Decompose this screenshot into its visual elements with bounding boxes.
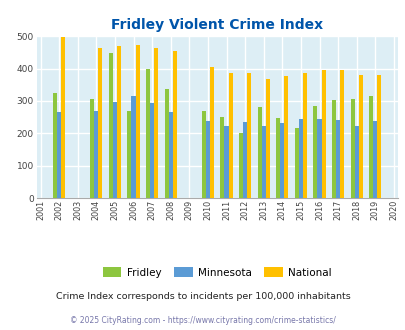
Bar [302, 74, 306, 198]
Bar [294, 128, 298, 198]
Title: Fridley Violent Crime Index: Fridley Violent Crime Index [111, 18, 322, 32]
Bar [376, 75, 381, 198]
Bar [127, 111, 131, 198]
Bar [90, 99, 94, 198]
Bar [321, 70, 325, 198]
Bar [358, 75, 362, 198]
Bar [164, 89, 168, 198]
Bar [94, 111, 98, 198]
Bar [239, 133, 243, 198]
Bar [53, 93, 57, 198]
Bar [335, 120, 339, 198]
Bar [113, 102, 117, 198]
Bar [331, 100, 335, 198]
Bar [168, 112, 173, 198]
Bar [61, 37, 65, 198]
Bar [317, 119, 321, 198]
Bar [284, 76, 288, 198]
Bar [350, 99, 354, 198]
Bar [354, 126, 358, 198]
Bar [150, 103, 154, 198]
Bar [57, 112, 61, 198]
Bar [372, 121, 376, 198]
Legend: Fridley, Minnesota, National: Fridley, Minnesota, National [98, 263, 335, 282]
Bar [98, 48, 102, 198]
Bar [339, 70, 343, 198]
Bar [313, 107, 317, 198]
Bar [117, 46, 121, 198]
Bar [224, 126, 228, 198]
Bar [265, 79, 269, 198]
Bar [131, 96, 135, 198]
Bar [201, 111, 205, 198]
Text: © 2025 CityRating.com - https://www.cityrating.com/crime-statistics/: © 2025 CityRating.com - https://www.city… [70, 316, 335, 325]
Bar [154, 48, 158, 198]
Bar [243, 122, 247, 198]
Bar [257, 108, 261, 198]
Bar [109, 53, 113, 198]
Bar [261, 126, 265, 198]
Bar [135, 45, 139, 198]
Bar [279, 123, 284, 198]
Bar [173, 51, 177, 198]
Bar [368, 96, 372, 198]
Bar [209, 67, 213, 198]
Bar [228, 73, 232, 198]
Bar [146, 69, 150, 198]
Bar [205, 121, 209, 198]
Bar [298, 119, 302, 198]
Bar [220, 117, 224, 198]
Bar [247, 73, 251, 198]
Bar [275, 118, 279, 198]
Text: Crime Index corresponds to incidents per 100,000 inhabitants: Crime Index corresponds to incidents per… [55, 292, 350, 301]
